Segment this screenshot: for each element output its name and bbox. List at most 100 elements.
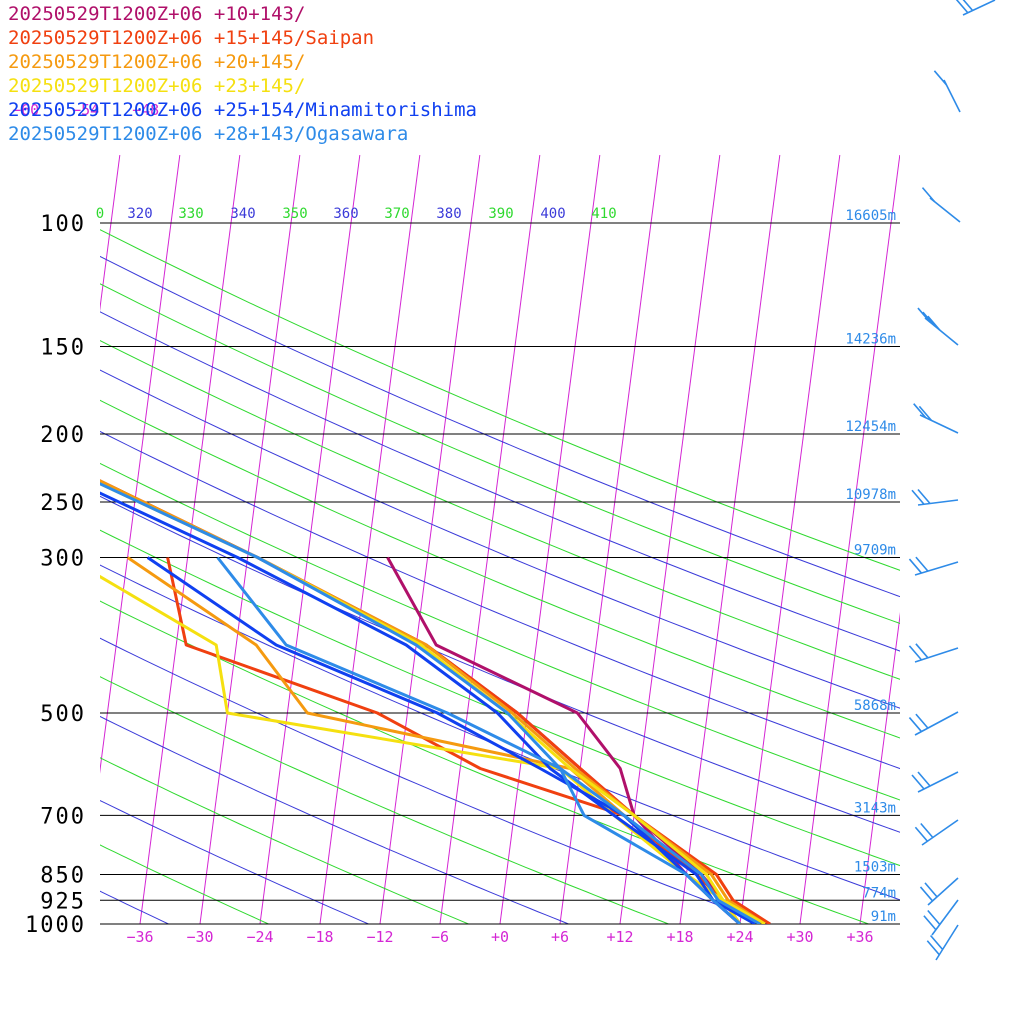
isotherm-line: [859, 611, 900, 924]
wind-barb-flag: [917, 307, 931, 323]
isotherm-line: [559, 155, 661, 924]
pressure-tick-label: 250: [40, 491, 86, 516]
isotherm-line: [679, 155, 781, 924]
isotherm-line: [499, 155, 601, 924]
theta-label: 370: [384, 206, 409, 222]
pressure-tick-label: 925: [40, 889, 86, 914]
dry-adiabat-line: [100, 890, 170, 924]
legend-entry: 20250529T1200Z+06 +28+143/Ogasawara: [8, 123, 409, 145]
pressure-tick-label: 1000: [25, 913, 86, 938]
dry-adiabat-line: [100, 676, 670, 924]
isotherm-line: [319, 155, 421, 924]
legend-entry: 20250529T1200Z+06 +25+154/Minamitorishim…: [8, 99, 477, 121]
temperature-tick-label: −12: [366, 928, 393, 946]
isotherm-line: [259, 155, 361, 924]
pressure-tick-label: 150: [40, 335, 86, 360]
theta-label: 380: [436, 206, 461, 222]
dry-adiabat-line: [100, 369, 900, 709]
legend-entry: 20250529T1200Z+06 +20+145/: [8, 51, 306, 73]
temperature-tick-label: −18: [306, 928, 333, 946]
dry-adiabat-line: [100, 529, 900, 867]
wind-barb-flag: [927, 909, 941, 926]
wind-barb: [914, 561, 959, 576]
dry-adiabat-line: [100, 757, 470, 924]
height-label: 91m: [871, 909, 896, 925]
wind-barb-flag: [926, 940, 940, 956]
wind-barb: [917, 771, 959, 793]
wind-barbs: [908, 0, 996, 961]
wind-barb: [917, 499, 959, 506]
temperature-tick-label: +12: [606, 928, 633, 946]
temperature-tick-label: −30: [186, 928, 213, 946]
height-label: 10978m: [845, 487, 896, 503]
dry-adiabat-line: [100, 399, 900, 739]
isotherm-line: [139, 155, 241, 924]
temperature-tick-label: +0: [491, 928, 509, 946]
wind-barb-flag: [962, 0, 974, 12]
dry-adiabat-line: [100, 799, 370, 924]
theta-label: 330: [178, 206, 203, 222]
dry-adiabat-line: [100, 844, 270, 924]
height-label: 9709m: [854, 542, 896, 558]
height-label: 1503m: [854, 860, 896, 876]
isotherm-line: [199, 155, 301, 924]
dry-adiabat-line: [100, 462, 900, 801]
wind-barb-flag: [927, 315, 941, 331]
isotherm-line: [439, 155, 541, 924]
temperature-tick-label: −6: [431, 928, 449, 946]
wind-barb-flag: [929, 934, 944, 951]
height-label: 14236m: [845, 331, 896, 347]
dry-adiabat-line: [100, 495, 900, 833]
pressure-tick-label: 300: [40, 546, 86, 571]
temperature-tick-label: −36: [126, 928, 153, 946]
dry-adiabat-line: [100, 637, 770, 924]
wind-barb-flag: [914, 826, 929, 842]
series-lines: [100, 479, 771, 924]
temperature-tick-label: +30: [786, 928, 813, 946]
wind-barb-flag: [918, 405, 933, 421]
wind-barb-flag: [923, 915, 937, 931]
theta-label: 400: [540, 206, 565, 222]
wind-barb-flag: [915, 643, 929, 659]
temperature-profile-line: [100, 491, 756, 924]
dry-adiabat-line: [100, 430, 900, 770]
dry-adiabat-line: [100, 715, 570, 924]
wind-barb-flag: [922, 311, 936, 327]
wind-barb: [914, 647, 959, 663]
height-label: 12454m: [845, 419, 896, 435]
isotherm-line: [379, 155, 481, 924]
wind-barb-flag: [921, 187, 936, 203]
legend-entry: 20250529T1200Z+06 +10+143/: [8, 3, 306, 25]
wind-barb-flag: [924, 882, 938, 898]
wind-barb-flag: [920, 822, 934, 839]
height-label: 5868m: [854, 698, 896, 714]
isotherm-line: [100, 155, 121, 312]
wind-barb: [914, 711, 959, 736]
legend-entry: 20250529T1200Z+06 +23+145/: [8, 75, 306, 97]
upper-temperature-label: −54: [72, 101, 99, 119]
legend-entry: 20250529T1200Z+06 +15+145/Saipan: [8, 27, 375, 49]
wind-barb-flag: [933, 70, 948, 86]
theta-label: 320: [127, 206, 152, 222]
wind-barb: [924, 317, 959, 346]
wind-barb-flag: [955, 0, 969, 14]
dry-adiabat-line: [100, 339, 900, 680]
pressure-tick-label: 500: [40, 702, 86, 727]
wind-barb-flag: [915, 556, 929, 572]
temperature-tick-label: +18: [666, 928, 693, 946]
temperature-profile-line: [100, 479, 771, 924]
temperature-tick-label: −24: [246, 928, 273, 946]
wind-barb-flag: [917, 771, 931, 787]
wind-barb: [919, 414, 959, 434]
temperature-profile-line: [100, 479, 771, 924]
dry-adiabat-line: [100, 600, 870, 924]
wind-barb: [921, 819, 959, 846]
wind-barb-flag: [913, 403, 927, 419]
temperature-tick-label: +24: [726, 928, 753, 946]
isotherm-line: [739, 155, 841, 924]
height-label: 3143m: [854, 800, 896, 816]
wind-barb-flag: [908, 717, 923, 733]
wind-barb: [962, 0, 996, 16]
theta-label: 0: [96, 206, 104, 222]
